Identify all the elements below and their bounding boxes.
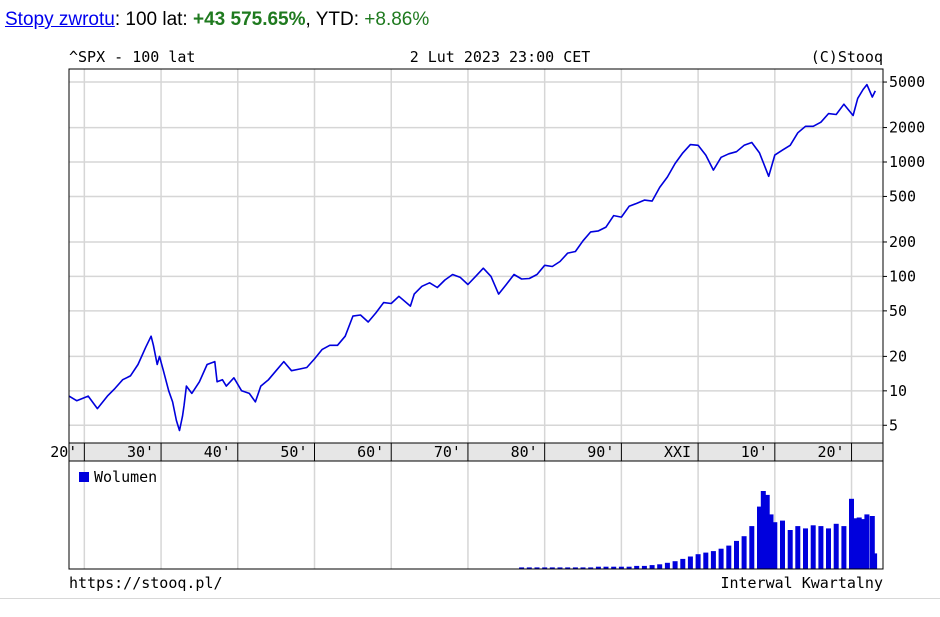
volume-bar xyxy=(772,522,778,569)
volume-bar xyxy=(611,566,617,569)
x-axis: 20' 30' 40' 50' 60' 70' 80' 90' XXI 10' 20' xyxy=(50,443,853,461)
volume-bar xyxy=(749,526,755,569)
footer-interval-label: Interwal Kwartalny xyxy=(720,574,883,592)
volume-bar xyxy=(519,567,525,569)
bottom-divider xyxy=(0,598,940,599)
returns-headline: Stopy zwrotu: 100 lat: +43 575.65%, YTD:… xyxy=(5,9,429,31)
volume-bar xyxy=(718,548,724,569)
volume-legend-label: Wolumen xyxy=(94,468,157,486)
price-grid xyxy=(69,69,883,443)
volume-bar xyxy=(626,566,632,569)
volume-bar xyxy=(849,498,854,569)
total-gain-value: +43 575.65% xyxy=(193,9,306,30)
volume-bar xyxy=(695,554,701,569)
volume-legend-swatch xyxy=(79,472,89,482)
volume-bar xyxy=(864,514,870,569)
y-tick-label: 10 xyxy=(889,382,907,400)
y-tick-label: 200 xyxy=(889,233,916,251)
volume-bar xyxy=(672,561,678,569)
volume-bar xyxy=(565,567,571,569)
y-tick-label: 5000 xyxy=(889,73,925,91)
price-line xyxy=(68,83,877,432)
volume-bar xyxy=(787,530,793,569)
volume-bar xyxy=(580,567,586,569)
volume-bar xyxy=(603,566,609,569)
x-tick-label: 60' xyxy=(357,443,384,461)
volume-plot-frame xyxy=(68,460,884,570)
volume-bar xyxy=(588,567,594,569)
volume-bar xyxy=(869,516,875,569)
x-tick-label: 40' xyxy=(204,443,231,461)
period-label: : 100 lat: xyxy=(114,9,193,30)
volume-bar xyxy=(687,556,693,569)
volume-bar xyxy=(768,514,774,569)
volume-bar xyxy=(618,566,624,569)
ytd-value: +8.86% xyxy=(364,9,430,30)
volume-bar xyxy=(664,562,670,569)
volume-bar xyxy=(757,506,762,569)
volume-bar xyxy=(826,528,831,569)
y-tick-label: 100 xyxy=(889,267,916,285)
volume-bar xyxy=(710,551,716,569)
volume-bar xyxy=(534,567,540,569)
volume-bar xyxy=(741,536,747,569)
volume-bar xyxy=(634,565,640,569)
y-tick-label: 20 xyxy=(889,347,907,365)
volume-bar xyxy=(734,540,739,569)
price-y-axis: 5000 2000 1000 500 200 100 50 20 10 5 xyxy=(883,73,925,434)
volume-bar xyxy=(764,494,770,569)
y-tick-label: 5 xyxy=(889,416,898,434)
x-tick-label: 50' xyxy=(280,443,307,461)
y-tick-label: 2000 xyxy=(889,119,925,137)
volume-bar xyxy=(818,526,824,569)
volume-bar xyxy=(872,553,878,569)
volume-bar xyxy=(649,565,655,569)
volume-bar xyxy=(641,565,647,569)
volume-bar xyxy=(841,526,847,569)
volume-bar xyxy=(810,525,816,569)
x-tick-label: 80' xyxy=(511,443,538,461)
x-tick-label: 70' xyxy=(434,443,461,461)
y-tick-label: 500 xyxy=(889,187,916,205)
volume-bar xyxy=(852,518,858,569)
x-tick-label: 20' xyxy=(50,443,77,461)
y-tick-label: 50 xyxy=(889,302,907,320)
x-tick-label: 30' xyxy=(127,443,154,461)
volume-bar xyxy=(860,519,866,569)
volume-bar xyxy=(726,545,732,569)
volume-bar xyxy=(657,564,663,569)
price-plot-frame xyxy=(68,68,884,444)
footer-source-url: https://stooq.pl/ xyxy=(69,574,223,592)
volume-bar xyxy=(557,567,563,569)
volume-grid xyxy=(83,461,853,569)
chart-title-left: ^SPX - 100 lat xyxy=(69,48,195,66)
volume-bar xyxy=(856,517,862,569)
ytd-label: , YTD: xyxy=(305,9,365,30)
x-tick-label: 20' xyxy=(817,443,844,461)
volume-bar xyxy=(542,567,548,569)
x-tick-label: XXI xyxy=(664,443,691,461)
x-tick-label: 10' xyxy=(741,443,768,461)
volume-bar xyxy=(833,523,839,569)
chart-title-center: 2 Lut 2023 23:00 CET xyxy=(410,48,591,66)
volume-bar xyxy=(549,567,555,569)
returns-link[interactable]: Stopy zwrotu xyxy=(5,9,115,30)
volume-bar xyxy=(703,552,709,569)
chart-title-right: (C)Stooq xyxy=(811,48,883,66)
volume-bar xyxy=(780,520,785,569)
volume-bar xyxy=(572,567,578,569)
y-tick-label: 1000 xyxy=(889,153,925,171)
volume-bar xyxy=(526,567,532,569)
volume-bar xyxy=(795,526,801,569)
volume-bar xyxy=(680,558,686,569)
volume-bars xyxy=(519,491,878,569)
volume-bar xyxy=(803,528,808,569)
volume-bar xyxy=(760,491,766,569)
volume-bar xyxy=(595,566,601,569)
x-tick-label: 90' xyxy=(587,443,614,461)
